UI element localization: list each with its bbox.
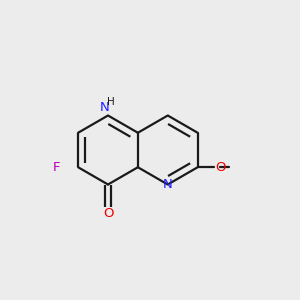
Text: N: N: [163, 178, 172, 191]
Text: O: O: [216, 161, 226, 174]
Text: O: O: [103, 207, 113, 220]
Text: H: H: [107, 97, 115, 107]
Text: N: N: [100, 100, 109, 114]
Text: F: F: [52, 161, 60, 174]
